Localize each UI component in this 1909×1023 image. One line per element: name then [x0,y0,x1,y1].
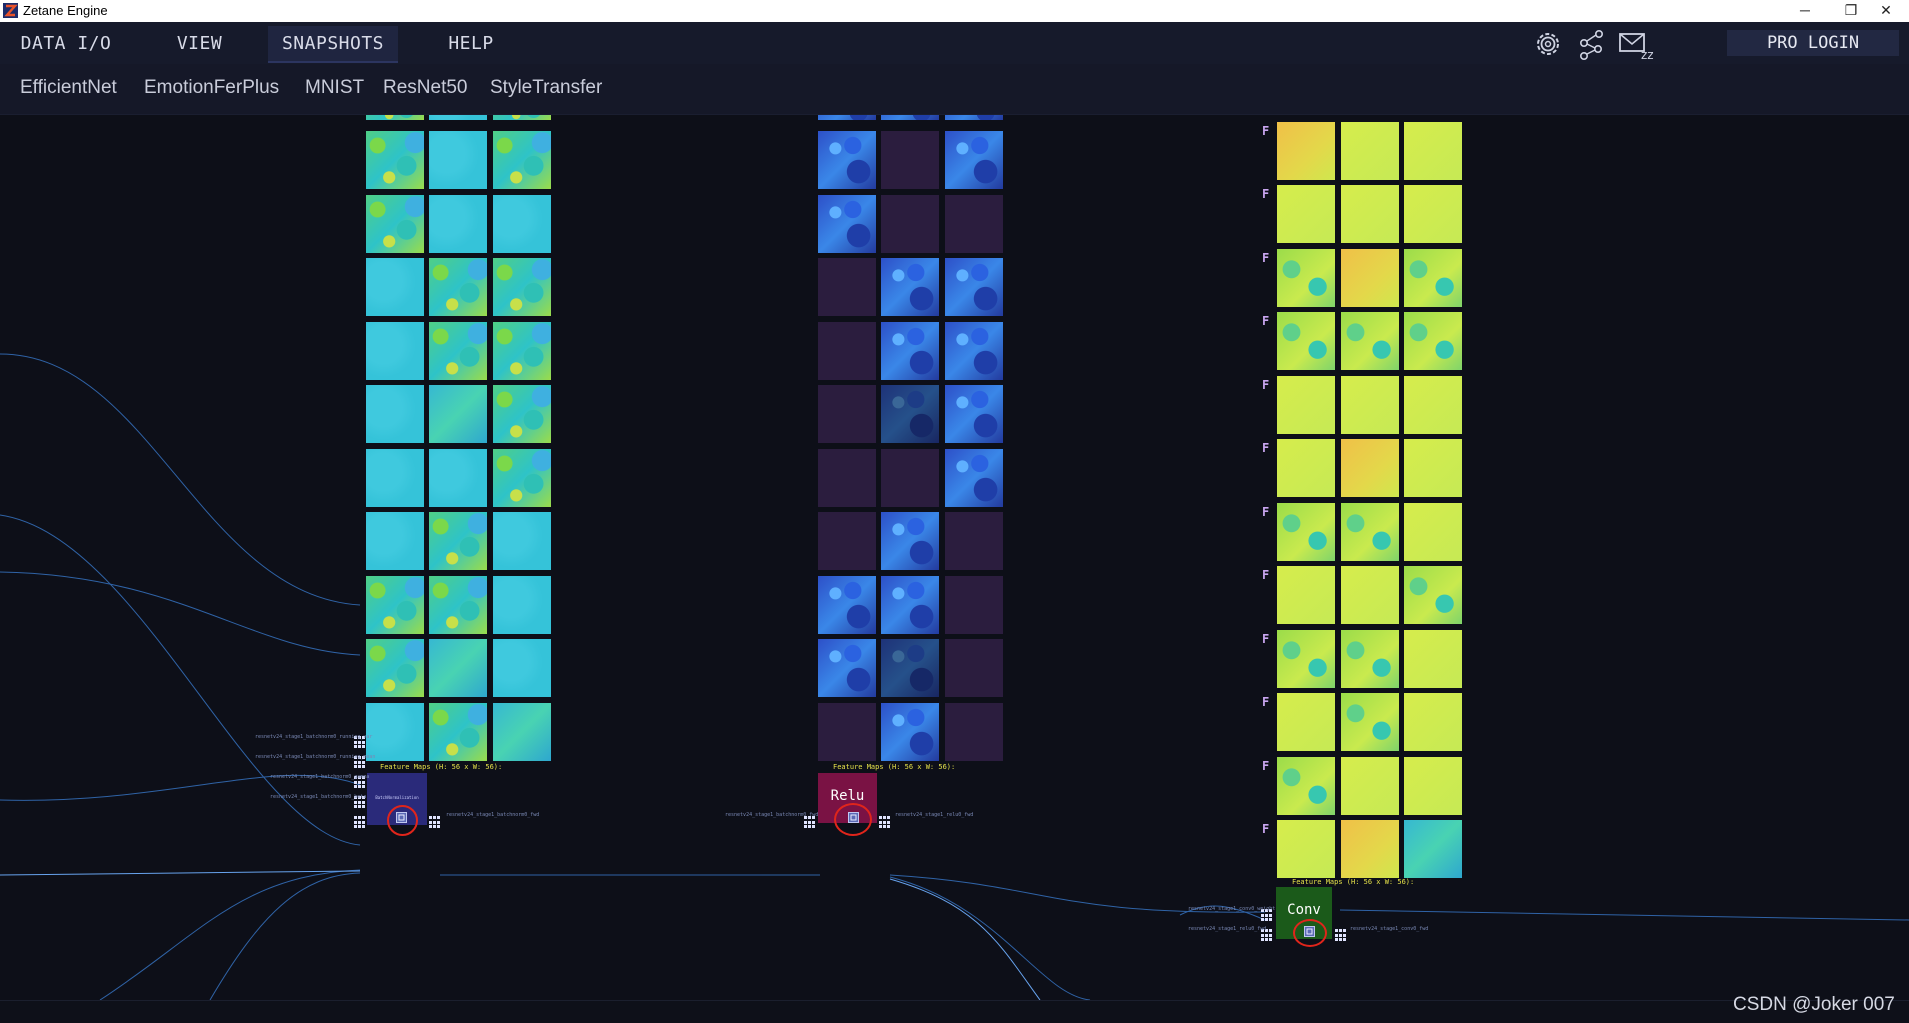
feature-maps-label-conv: Feature Maps (H: 56 x W: 56): [1292,878,1415,886]
filter-label: F [1262,124,1270,138]
output-port[interactable] [428,815,443,830]
feature-maps-label-relu: Feature Maps (H: 56 x W: 56): [833,763,956,771]
window-title: Zetane Engine [23,3,108,18]
output-port[interactable] [878,815,893,830]
filter-label: F [1262,378,1270,392]
menu-view[interactable]: VIEW [176,33,223,54]
tab-emotionferplus[interactable]: EmotionFerPlus [144,77,280,98]
output-port[interactable] [1334,928,1349,943]
filter-label: F [1262,505,1270,519]
feature-maps-label-batchnorm: Feature Maps (H: 56 x W: 56): [380,763,503,771]
network-graph-icon[interactable] [1572,28,1610,60]
highlight-circle [834,803,872,836]
input-port[interactable] [1260,908,1275,923]
input-port[interactable] [353,795,368,810]
input-port[interactable] [353,775,368,790]
tab-styletransfer[interactable]: StyleTransfer [490,77,603,98]
main-menubar: DATA I/O VIEW SNAPSHOTS HELP [0,22,1909,64]
filter-label: F [1262,251,1270,265]
wire-label: resnetv24_stage1_relu0_fwd [895,812,974,818]
minimize-icon[interactable]: ─ [1800,2,1810,18]
wire-label: resnetv24_stage1_batchnorm0_fwd [446,812,540,818]
node-batchnormalization-label: BatchNormalization [375,795,419,800]
watermark-text: CSDN @Joker 007 [1733,994,1895,1015]
restore-icon[interactable]: ❐ [1844,2,1858,18]
pro-login-button[interactable]: PRO LOGIN [1727,30,1899,56]
mail-icon[interactable]: zz [1617,28,1655,60]
highlight-circle [1293,919,1327,947]
input-port[interactable] [353,755,368,770]
tab-efficientnet[interactable]: EfficientNet [20,77,117,98]
menu-data-io[interactable]: DATA I/O [20,33,112,54]
menu-help[interactable]: HELP [448,33,494,54]
input-port[interactable] [353,735,368,750]
wire-label: resnetv24_stage1_batchnorm0_running_mean [255,754,376,760]
model-tabbar: EfficientNet EmotionFerPlus MNIST ResNet… [0,64,1909,115]
filter-label: F [1262,759,1270,773]
close-icon[interactable]: ✕ [1880,2,1892,18]
wire-label: resnetv24_stage1_conv0_fwd [1350,926,1429,932]
svg-text:zz: zz [1641,48,1654,60]
wire-label: resnetv24_stage1_conv0_weight [1188,906,1276,912]
input-port[interactable] [353,815,368,830]
wire-label: resnetv24_stage1_batchnorm0_running_var [255,734,373,740]
filter-label: F [1262,441,1270,455]
tab-mnist[interactable]: MNIST [305,77,365,98]
input-port[interactable] [803,815,818,830]
filter-label: F [1262,187,1270,201]
zetane-logo-icon [3,3,18,18]
graph-canvas[interactable]: Feature Maps (H: 56 x W: 56): Feature Ma… [0,115,1909,1000]
wire-label: resnetv24_stage1_relu0_fwd [1188,926,1267,932]
filter-label: F [1262,695,1270,709]
status-bar [0,1000,1909,1023]
tab-resnet50[interactable]: ResNet50 [383,77,468,98]
input-port[interactable] [1260,928,1275,943]
filter-label: F [1262,568,1270,582]
wire-label: resnetv24_stage1_batchnorm0_beta [270,794,367,800]
wire-label: resnetv24_stage1_batchnorm0_gamma [270,774,370,780]
highlight-circle [387,805,418,836]
connection-wires [0,353,1909,1000]
window-titlebar: Zetane Engine ─ ❐ ✕ [0,0,1909,22]
menu-snapshots[interactable]: SNAPSHOTS [268,26,398,63]
filter-label: F [1262,314,1270,328]
settings-gear-icon[interactable] [1529,28,1567,60]
filter-label: F [1262,822,1270,836]
filter-label: F [1262,632,1270,646]
wire-label: resnetv24_stage1_batchnorm0_fwd [725,812,819,818]
